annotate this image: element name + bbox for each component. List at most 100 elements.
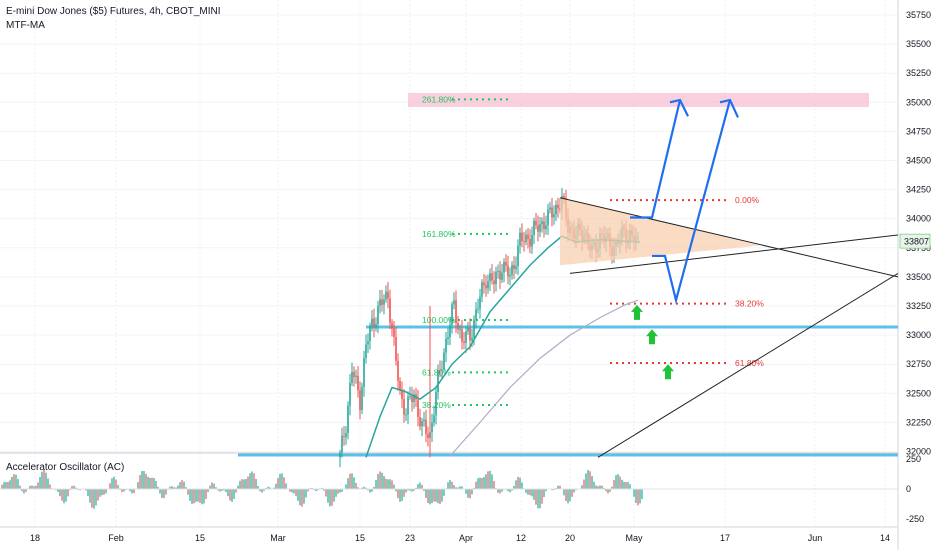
candle-body <box>401 389 403 399</box>
candle-body <box>531 234 533 247</box>
axes: 35750 35500 35250 35000 34750 34500 34250 34000… <box>30 10 931 543</box>
candle-body <box>423 419 425 422</box>
candle-body <box>363 358 365 387</box>
candle-body <box>357 375 359 391</box>
candle-body <box>443 352 445 370</box>
candle-body <box>373 318 375 328</box>
fib-level-label: 61.80% <box>422 367 451 377</box>
price-tick-label: 35250 <box>906 68 931 78</box>
price-tick-label: 35750 <box>906 10 931 20</box>
candle-body <box>497 270 499 272</box>
last-price-tag <box>899 233 931 249</box>
time-tick-label: 17 <box>720 533 730 543</box>
time-tick-label: Jun <box>808 533 823 543</box>
upper-trendline <box>559 197 899 278</box>
candle-body <box>485 285 487 289</box>
candle-body <box>343 435 345 437</box>
candle-body <box>457 322 459 330</box>
candle-body <box>395 337 397 361</box>
candle-body <box>409 396 411 398</box>
time-tick-label: 12 <box>516 533 526 543</box>
oscillator-tick-label: 250 <box>906 454 921 464</box>
candle-body <box>489 273 491 282</box>
time-tick-label: 14 <box>880 533 890 543</box>
candle-body <box>473 319 475 338</box>
candle-body <box>371 318 373 326</box>
price-tick-label: 32500 <box>906 388 931 398</box>
time-tick-label: Feb <box>108 533 124 543</box>
candle-body <box>431 422 433 433</box>
candle-body <box>447 337 449 339</box>
candle-body <box>387 291 389 299</box>
triangle-fill <box>560 197 760 266</box>
fib-level-label: 261.80% <box>422 94 456 104</box>
indicator-legend[interactable]: MTF-MA <box>6 20 45 31</box>
candle-body <box>339 452 341 458</box>
candle-body <box>413 394 415 403</box>
candle-body <box>421 421 423 427</box>
candle-body <box>345 433 347 437</box>
candle-body <box>407 396 409 415</box>
candle-body <box>433 415 435 423</box>
price-tick-label: 34750 <box>906 126 931 136</box>
candle-body <box>493 280 495 285</box>
price-tick-label: 32750 <box>906 359 931 369</box>
candle-body <box>475 309 477 320</box>
candle-body <box>397 360 399 381</box>
candle-body <box>505 261 507 266</box>
candle-body <box>391 322 393 329</box>
candle-body <box>451 304 453 325</box>
drawings[interactable] <box>559 98 899 458</box>
candle-body <box>537 225 539 232</box>
price-tick-label: 35500 <box>906 39 931 49</box>
long-trendline <box>597 272 899 458</box>
ma-fast-line <box>365 235 641 458</box>
candle-body <box>393 328 395 338</box>
candle-body <box>539 224 541 232</box>
candle-body <box>467 327 469 332</box>
candle-body <box>543 221 545 230</box>
candle-body <box>511 264 513 275</box>
candle-body <box>341 435 343 453</box>
candle-body <box>347 405 349 434</box>
oscillator-legend[interactable]: Accelerator Oscillator (AC) <box>6 462 125 473</box>
candle-body <box>383 299 385 305</box>
zones <box>238 92 898 457</box>
candle-body <box>411 396 413 403</box>
candle-body <box>465 331 467 343</box>
up-arrow-icon <box>631 304 643 320</box>
candle-body <box>513 264 515 270</box>
candle-body <box>477 308 479 310</box>
projection-arrow-2 <box>652 99 732 305</box>
ma-slow-line <box>449 299 639 457</box>
candle-body <box>549 207 551 210</box>
price-tick-label: 35000 <box>906 97 931 107</box>
symbol-legend[interactable]: E-mini Dow Jones ($5) Futures, 4h, CBOT_… <box>6 6 221 17</box>
candle-body <box>375 323 377 328</box>
time-tick-label: 23 <box>405 533 415 543</box>
candle-body <box>379 299 381 306</box>
candle-body <box>553 214 555 218</box>
candle-body <box>435 392 437 416</box>
candle-body <box>425 419 427 434</box>
candle-body <box>441 369 443 371</box>
candle-body <box>427 433 429 439</box>
candle-body <box>369 325 371 342</box>
candle-body <box>449 324 451 338</box>
candle-body <box>517 245 519 267</box>
price-tick-label: 33250 <box>906 301 931 311</box>
candle-body <box>381 299 383 305</box>
candle-body <box>503 261 505 273</box>
time-tick-label: Apr <box>459 533 473 543</box>
candle-body <box>499 270 501 280</box>
candle-body <box>521 232 523 242</box>
arrowhead-2 <box>719 98 740 118</box>
candle-body <box>515 266 517 270</box>
candle-body <box>453 300 455 305</box>
price-tick-label: 34000 <box>906 214 931 224</box>
candle-body <box>455 300 457 323</box>
candle-body <box>519 232 521 246</box>
candle-body <box>355 375 357 377</box>
